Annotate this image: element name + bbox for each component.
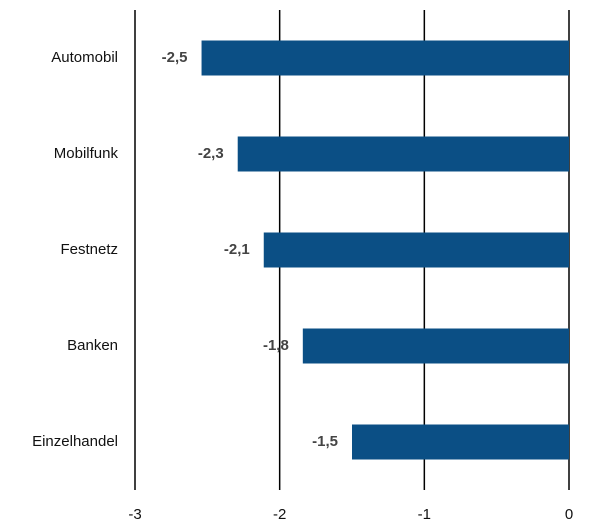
x-tick-label: 0 [565,506,573,523]
bar [263,232,569,268]
bar [201,40,569,76]
category-label: Festnetz [60,241,118,258]
value-label: -1,5 [312,433,338,450]
category-label: Automobil [51,49,118,66]
category-label: Banken [67,337,118,354]
bar [302,328,569,364]
x-tick-label: -3 [128,506,141,523]
value-label: -1,8 [263,337,289,354]
x-tick-label: -1 [418,506,431,523]
bar [352,424,569,460]
category-label: Einzelhandel [32,433,118,450]
bar [237,136,570,172]
value-label: -2,3 [198,145,224,162]
x-tick-label: -2 [273,506,286,523]
value-label: -2,1 [224,241,250,258]
value-label: -2,5 [162,49,188,66]
category-label: Mobilfunk [54,145,119,162]
